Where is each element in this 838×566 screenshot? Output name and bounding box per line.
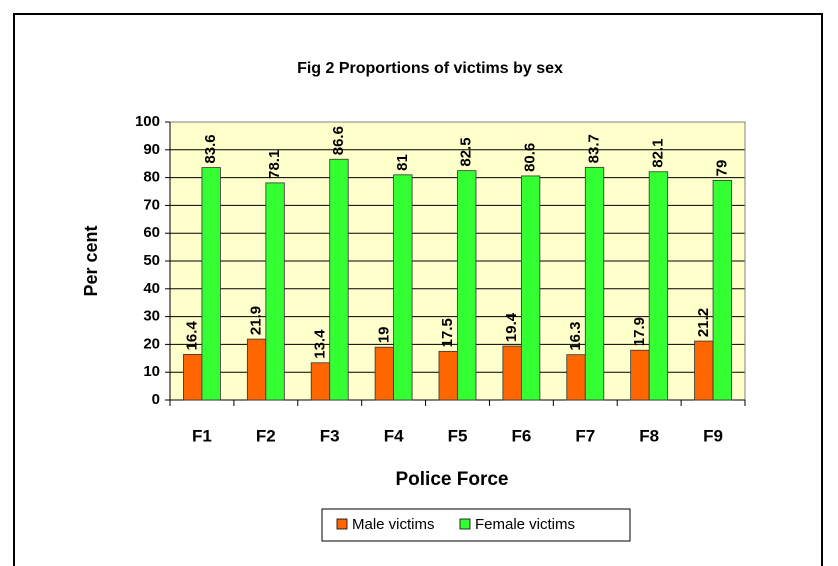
data-label: 82.1 xyxy=(649,139,666,168)
x-tick-label: F9 xyxy=(703,426,723,445)
data-label: 17.9 xyxy=(631,317,648,346)
y-tick-label: 20 xyxy=(143,335,160,352)
x-axis-label: Police Force xyxy=(396,469,509,490)
bar xyxy=(246,338,267,401)
data-label: 16.4 xyxy=(184,321,201,351)
bar xyxy=(502,345,522,401)
x-tick-label: F1 xyxy=(192,426,212,445)
bar xyxy=(438,350,458,401)
bar xyxy=(457,170,477,401)
bar xyxy=(648,171,669,401)
y-tick-label: 80 xyxy=(143,169,160,186)
bar xyxy=(310,362,331,401)
y-tick-label: 0 xyxy=(152,391,160,408)
data-label: 17.5 xyxy=(439,318,456,347)
x-tick-label: F6 xyxy=(511,426,531,445)
y-tick-label: 100 xyxy=(135,113,160,130)
bar xyxy=(584,166,605,401)
legend-swatch xyxy=(459,518,471,530)
data-label: 86.6 xyxy=(330,126,347,155)
bar xyxy=(712,179,732,401)
data-label: 80.6 xyxy=(522,143,539,172)
y-tick-label: 50 xyxy=(143,252,160,269)
bar xyxy=(630,349,650,401)
data-label: 13.4 xyxy=(311,329,328,359)
bar xyxy=(566,354,586,401)
x-tick-label: F7 xyxy=(575,426,595,445)
x-tick-label: F8 xyxy=(639,426,659,445)
data-label: 83.7 xyxy=(585,134,602,163)
data-label: 21.2 xyxy=(695,308,712,337)
x-tick-label: F4 xyxy=(384,426,404,445)
legend-label: Female victims xyxy=(475,516,575,533)
y-tick-label: 60 xyxy=(143,224,160,241)
y-axis-label: Per cent xyxy=(81,225,101,296)
legend-swatch xyxy=(336,518,348,530)
data-label: 83.6 xyxy=(202,134,219,163)
x-tick-label: F5 xyxy=(448,426,468,445)
data-label: 16.3 xyxy=(567,321,584,350)
data-label: 78.1 xyxy=(266,150,283,179)
bar xyxy=(694,340,714,401)
bar xyxy=(183,354,203,401)
y-tick-label: 70 xyxy=(143,196,160,213)
bar xyxy=(201,167,221,401)
bar xyxy=(393,174,413,401)
bar xyxy=(520,175,541,401)
y-tick-label: 10 xyxy=(143,363,160,380)
y-tick-label: 90 xyxy=(143,141,160,158)
data-label: 81 xyxy=(394,154,411,171)
legend-label: Male victims xyxy=(352,516,435,533)
y-tick-label: 30 xyxy=(143,308,160,325)
y-tick-label: 40 xyxy=(143,280,160,297)
chart-title: Fig 2 Proportions of victims by sex xyxy=(297,60,563,77)
legend xyxy=(321,508,631,542)
bar xyxy=(265,182,285,401)
bar xyxy=(329,158,349,401)
data-label: 19.4 xyxy=(503,312,520,342)
data-label: 21.9 xyxy=(248,306,265,335)
data-label: 82.5 xyxy=(458,137,475,166)
data-label: 79 xyxy=(713,160,730,177)
x-tick-label: F3 xyxy=(320,426,340,445)
x-tick-label: F2 xyxy=(256,426,276,445)
bar xyxy=(374,346,395,401)
data-label: 19 xyxy=(375,326,392,343)
